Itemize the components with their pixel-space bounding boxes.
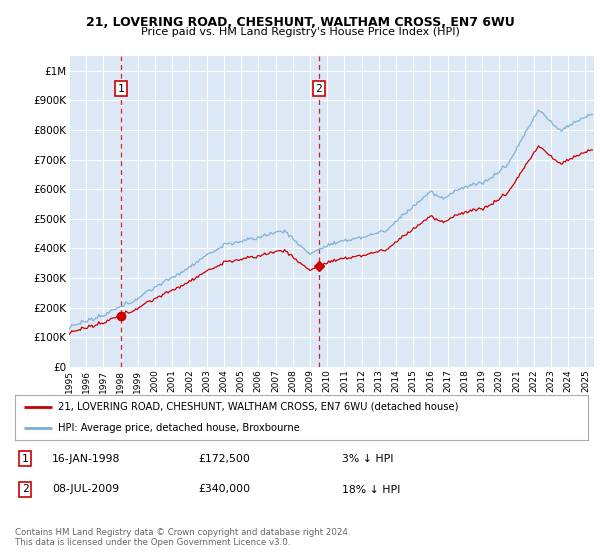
Text: 2: 2 xyxy=(316,83,322,94)
Text: 2: 2 xyxy=(22,484,29,494)
Text: £340,000: £340,000 xyxy=(199,484,250,494)
Text: 16-JAN-1998: 16-JAN-1998 xyxy=(52,454,121,464)
Text: 08-JUL-2009: 08-JUL-2009 xyxy=(52,484,119,494)
Text: £172,500: £172,500 xyxy=(199,454,250,464)
Text: Price paid vs. HM Land Registry's House Price Index (HPI): Price paid vs. HM Land Registry's House … xyxy=(140,27,460,37)
Text: 21, LOVERING ROAD, CHESHUNT, WALTHAM CROSS, EN7 6WU (detached house): 21, LOVERING ROAD, CHESHUNT, WALTHAM CRO… xyxy=(58,402,458,412)
Text: Contains HM Land Registry data © Crown copyright and database right 2024.
This d: Contains HM Land Registry data © Crown c… xyxy=(15,528,350,547)
Text: 1: 1 xyxy=(118,83,125,94)
Text: 3% ↓ HPI: 3% ↓ HPI xyxy=(341,454,393,464)
Text: 21, LOVERING ROAD, CHESHUNT, WALTHAM CROSS, EN7 6WU: 21, LOVERING ROAD, CHESHUNT, WALTHAM CRO… xyxy=(86,16,514,29)
Text: HPI: Average price, detached house, Broxbourne: HPI: Average price, detached house, Brox… xyxy=(58,422,300,432)
Text: 18% ↓ HPI: 18% ↓ HPI xyxy=(341,484,400,494)
Text: 1: 1 xyxy=(22,454,29,464)
